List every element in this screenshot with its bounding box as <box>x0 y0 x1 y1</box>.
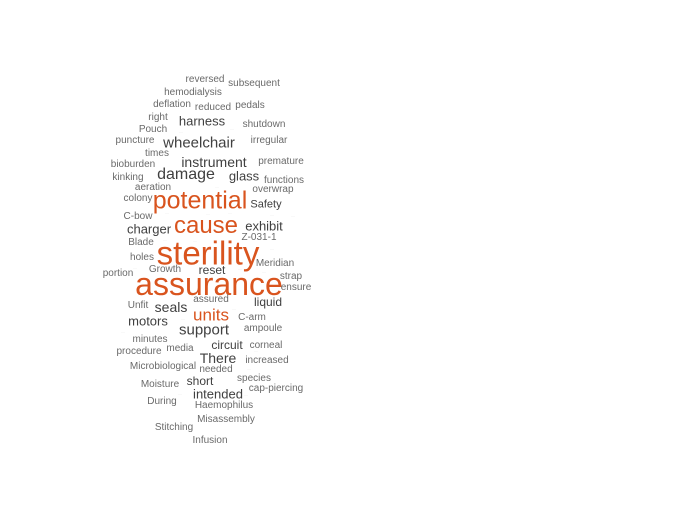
word-meridian: Meridian <box>255 258 295 269</box>
word-minutes: minutes <box>132 334 168 345</box>
word-c-bow: C-bow <box>123 211 153 222</box>
word-ensure: ensure <box>280 282 312 293</box>
word-short: short <box>186 374 214 388</box>
word-harness: harness <box>178 113 226 129</box>
word-bioburden: bioburden <box>110 159 156 170</box>
word-damage: damage <box>157 166 215 183</box>
word-times: times <box>145 148 169 159</box>
word-during: During <box>147 396 177 407</box>
tiny-word-speck: ···· <box>133 266 137 271</box>
tiny-word-speck: ···· <box>291 214 295 219</box>
word-assurance: assurance <box>135 266 283 302</box>
word-liquid: liquid <box>253 295 283 309</box>
word-portion: portion <box>102 268 134 279</box>
tiny-word-speck: ···· <box>181 317 185 322</box>
word-motors: motors <box>128 313 168 329</box>
word-haemophilus: Haemophilus <box>194 400 254 411</box>
word-glass: glass <box>228 168 260 184</box>
word-circuit: circuit <box>211 338 243 352</box>
word-safety: Safety <box>250 198 282 211</box>
tiny-word-speck: ···· <box>193 239 197 244</box>
word-pouch: Pouch <box>138 124 168 135</box>
word-there: There <box>199 350 237 366</box>
word-media: media <box>166 343 194 354</box>
word-aeration: aeration <box>134 182 172 193</box>
word-holes: holes <box>130 252 154 263</box>
word-premature: premature <box>258 156 304 167</box>
word-seals: seals <box>154 299 188 315</box>
tiny-word-speck: ···· <box>179 130 183 135</box>
word-intended: intended <box>193 386 243 402</box>
word-exhibit: exhibit <box>245 218 283 234</box>
word-misassembly: Misassembly <box>197 414 255 425</box>
word-ampoule: ampoule <box>243 323 283 334</box>
word-corneal: corneal <box>249 340 283 351</box>
word-assured: assured <box>193 294 229 305</box>
tiny-word-speck: ···· <box>228 211 232 216</box>
tiny-word-speck: ···· <box>262 270 266 275</box>
word-infusion: Infusion <box>192 435 228 446</box>
word-pedals: pedals <box>235 100 265 111</box>
word-unfit: Unfit <box>127 300 149 311</box>
tiny-word-speck: ···· <box>232 307 236 312</box>
tiny-word-speck: ···· <box>238 267 242 272</box>
word-z-031-1: Z-031-1 <box>241 232 277 243</box>
word-instrument: instrument <box>181 154 247 170</box>
word-hemodialysis: hemodialysis <box>164 87 222 98</box>
word-cause: cause <box>173 212 239 239</box>
word-c-arm: C-arm <box>238 312 266 323</box>
word-right: right <box>148 112 168 123</box>
word-reversed: reversed <box>185 74 225 85</box>
tiny-word-speck: ···· <box>254 349 258 354</box>
word-irregular: irregular <box>250 135 288 146</box>
word-units: units <box>193 305 229 325</box>
word-reset: reset <box>198 263 226 277</box>
word-overwrap: overwrap <box>252 184 294 195</box>
word-support: support <box>178 321 230 339</box>
word-growth: Growth <box>148 264 182 275</box>
word-puncture: puncture <box>115 135 155 146</box>
word-functions: functions <box>263 175 305 186</box>
word-potential: potential <box>152 186 248 215</box>
word-deflation: deflation <box>153 99 191 110</box>
tiny-word-speck: ···· <box>206 212 210 217</box>
word-stitching: Stitching <box>154 422 194 433</box>
word-charger: charger <box>126 221 172 237</box>
word-colony: colony <box>123 193 153 204</box>
tiny-word-speck: ···· <box>244 393 248 398</box>
word-needed: needed <box>199 364 233 375</box>
word-subsequent: subsequent <box>228 78 280 89</box>
word-strap: strap <box>279 271 303 282</box>
tiny-word-speck: ···· <box>121 330 125 335</box>
tiny-word-speck: ···· <box>163 238 167 243</box>
word-procedure: procedure <box>116 346 162 357</box>
word-wheelchair: wheelchair <box>163 134 235 152</box>
word-species: species <box>237 373 271 384</box>
word-moisture: Moisture <box>140 379 180 390</box>
word-increased: increased <box>245 355 289 366</box>
word-sterility: sterility <box>156 234 260 272</box>
tiny-word-speck: ···· <box>165 211 169 216</box>
tiny-word-speck: ···· <box>270 213 274 218</box>
tiny-word-speck: ···· <box>247 367 251 372</box>
tiny-word-speck: ···· <box>178 392 182 397</box>
word-kinking: kinking <box>112 172 144 183</box>
tiny-word-speck: ···· <box>270 247 274 252</box>
word-blade: Blade <box>128 237 154 248</box>
word-cap-piercing: cap-piercing <box>248 383 304 394</box>
tiny-word-speck: ···· <box>215 185 219 190</box>
tiny-word-speck: ···· <box>230 127 234 132</box>
word-reduced: reduced <box>194 102 232 113</box>
word-microbiological: Microbiological <box>129 361 197 372</box>
word-shutdown: shutdown <box>242 119 286 130</box>
